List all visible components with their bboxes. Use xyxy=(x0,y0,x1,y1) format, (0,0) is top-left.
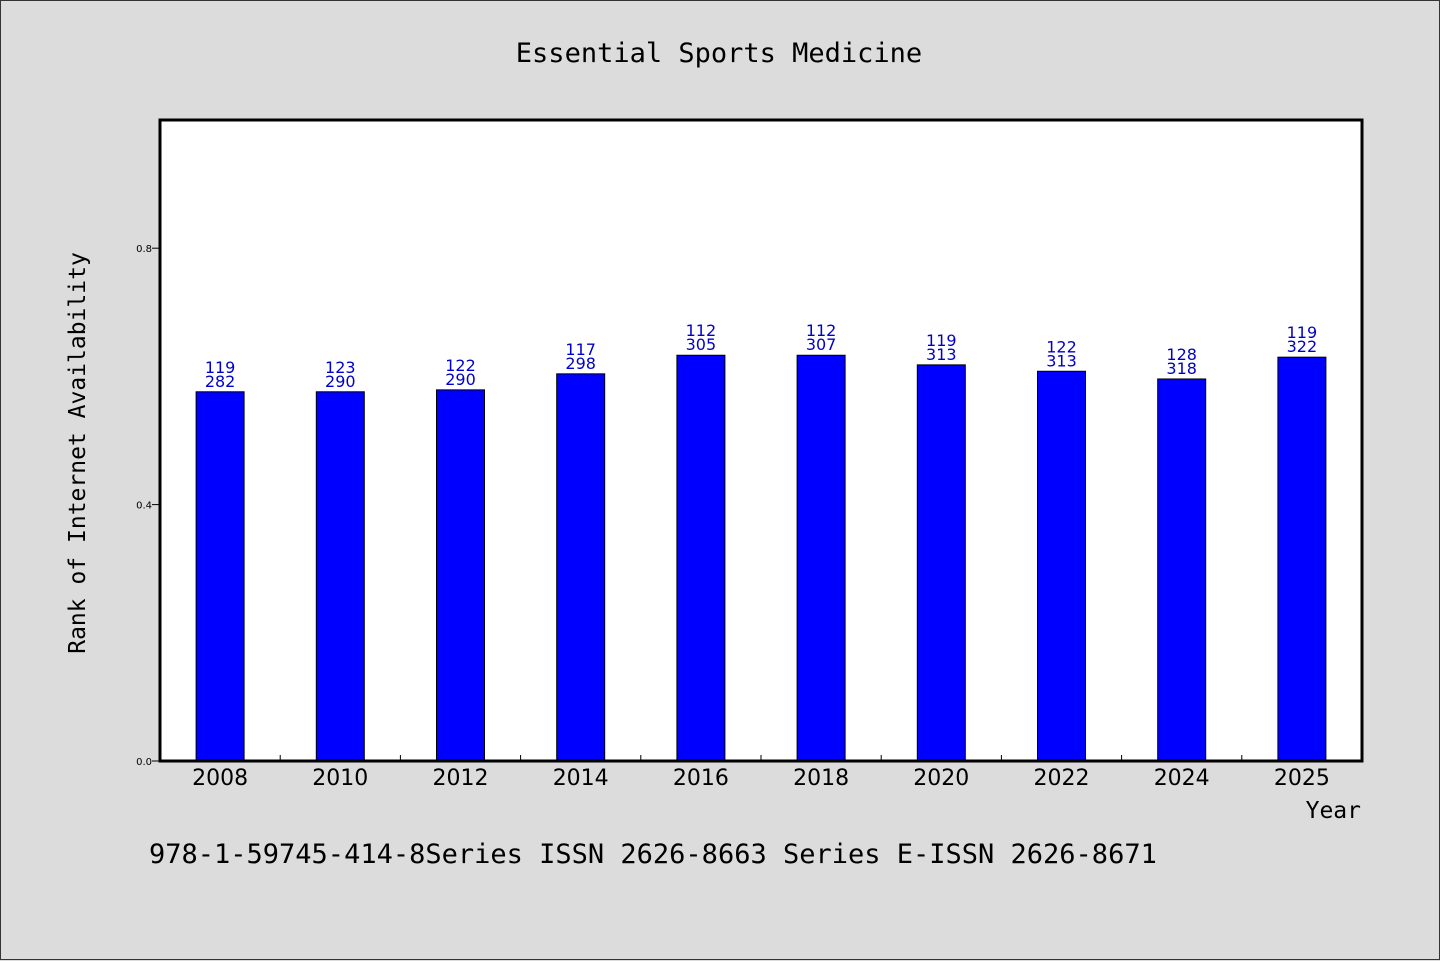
bar-2018 xyxy=(796,354,846,762)
bar-2022 xyxy=(1037,370,1086,762)
data-label-bottom-2018: 307 xyxy=(806,335,837,354)
bar-2008 xyxy=(195,391,245,762)
plot-border xyxy=(158,118,1364,763)
x-tick-label-2012: 2012 xyxy=(433,766,489,791)
bars-group xyxy=(195,354,1327,762)
footer-isbn-issn: 978-1-59745-414-8Series ISSN 2626-8663 S… xyxy=(149,839,1157,870)
data-label-top-2008: 119 xyxy=(205,358,236,377)
data-label-top-2020: 119 xyxy=(926,331,957,350)
x-tick-label-2024: 2024 xyxy=(1154,766,1210,791)
data-label-bottom-2022: 313 xyxy=(1046,351,1077,370)
x-tick-label-2010: 2010 xyxy=(312,766,368,791)
data-label-bottom-2008: 282 xyxy=(205,372,236,391)
y-tick-label-0.4: 0.4 xyxy=(136,501,152,512)
y-tick-label-0.8: 0.8 xyxy=(136,244,152,255)
bar-2020 xyxy=(916,364,966,762)
x-tick-label-2016: 2016 xyxy=(673,766,729,791)
y-axis-label: Rank of Internet Availability xyxy=(65,252,91,654)
data-label-top-2016: 112 xyxy=(686,321,717,340)
data-label-top-2024: 128 xyxy=(1166,345,1197,364)
bar-2012 xyxy=(436,389,485,762)
bar-2025 xyxy=(1277,356,1327,762)
x-axis-ticks: 2008 2010 2012 2014 2016 2018 2020 2022 2024 2025 xyxy=(192,755,1330,791)
data-label-bottom-2012: 290 xyxy=(445,370,476,389)
data-label-bottom-2014: 298 xyxy=(565,354,596,373)
bar-2010 xyxy=(315,391,365,762)
data-label-bottom-2010: 290 xyxy=(325,372,356,391)
bar-2016 xyxy=(676,354,726,762)
data-label-bottom-2025: 322 xyxy=(1287,337,1318,356)
data-label-bottom-2020: 313 xyxy=(926,345,957,364)
x-axis-label: Year xyxy=(1306,798,1361,824)
bar-2014 xyxy=(556,373,606,762)
x-tick-label-2018: 2018 xyxy=(793,766,849,791)
data-label-top-2010: 123 xyxy=(325,358,356,377)
data-label-top-2025: 119 xyxy=(1287,323,1318,342)
data-label-top-2018: 112 xyxy=(806,321,837,340)
data-label-top-2012: 122 xyxy=(445,356,476,375)
x-tick-label-2020: 2020 xyxy=(913,766,969,791)
data-label-bottom-2016: 305 xyxy=(686,335,717,354)
x-tick-label-2008: 2008 xyxy=(192,766,248,791)
data-label-bottom-2024: 318 xyxy=(1166,359,1197,378)
data-label-top-2014: 117 xyxy=(565,340,596,359)
x-tick-label-2022: 2022 xyxy=(1034,766,1090,791)
bar-2024 xyxy=(1157,378,1207,762)
y-axis-ticks: 0.0 0.4 0.8 xyxy=(136,244,160,768)
y-tick-label-0.0: 0.0 xyxy=(136,757,152,768)
chart-title: Essential Sports Medicine xyxy=(516,38,922,69)
data-label-top-2022: 122 xyxy=(1046,337,1077,356)
x-tick-label-2014: 2014 xyxy=(553,766,609,791)
x-tick-label-2025: 2025 xyxy=(1274,766,1330,791)
